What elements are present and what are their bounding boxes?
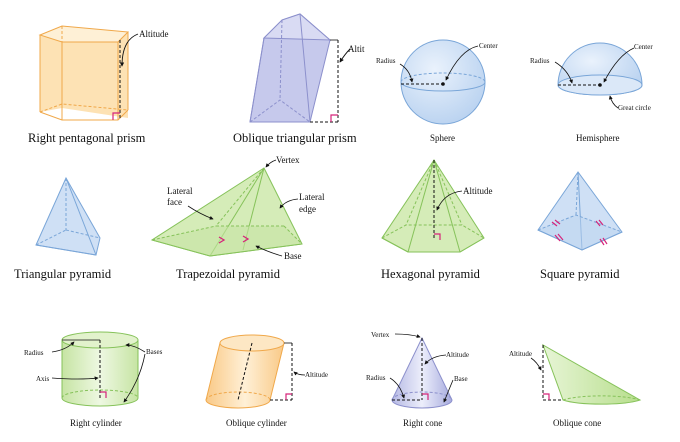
caption-oblique-triangular-prism: Oblique triangular prism [233,131,357,146]
altitude-label: Altitude [139,29,169,39]
vertex-label: Vertex [371,331,390,339]
caption-right-cone: Right cone [403,418,442,428]
radius-label: Radius [366,374,386,382]
lateral-edge-label-1: Lateral [299,192,325,202]
right-cone: Vertex Altitude Radius Base [366,331,469,408]
lateral-edge-label-2: edge [299,204,316,214]
altitude-label: Altitude [463,186,493,196]
caption-oblique-cone: Oblique cone [553,418,601,428]
square-pyramid [538,172,622,250]
caption-right-cylinder: Right cylinder [70,418,122,428]
radius-label: Radius [530,57,550,65]
vertex-label: Vertex [276,155,300,165]
caption-sphere: Sphere [430,133,455,143]
caption-oblique-cylinder: Oblique cylinder [226,418,287,428]
altit-label: Altit [348,44,365,54]
axis-label: Axis [36,375,50,383]
right-cylinder: Radius Axis Bases [24,332,163,406]
right-pentagonal-prism: Altitude [40,26,169,120]
base-label: Base [454,375,468,383]
triangular-pyramid [36,178,100,255]
oblique-cylinder: Altitude [206,335,328,408]
base-label: Base [284,251,302,261]
caption-hexagonal-pyramid: Hexagonal pyramid [381,267,480,282]
caption-triangular-pyramid: Triangular pyramid [14,267,111,282]
caption-trapezoidal-pyramid: Trapezoidal pyramid [176,267,280,282]
oblique-triangular-prism: Altit [250,14,365,122]
caption-square-pyramid: Square pyramid [540,267,620,282]
lateral-face-label-2: face [167,197,182,207]
radius-label: Radius [24,349,44,357]
hemisphere: Radius Center Great circle [530,43,653,112]
center-label: Center [634,43,653,51]
sphere: Radius Center [376,40,498,124]
altitude-label: Altitude [446,351,469,359]
caption-hemisphere: Hemisphere [576,133,619,143]
bases-label: Bases [146,348,163,356]
radius-label: Radius [376,57,396,65]
trapezoidal-pyramid: Vertex Lateral face Lateral edge Base [152,155,325,261]
altitude-label: Altitude [509,350,532,358]
oblique-cone: Altitude [509,345,640,404]
lateral-face-label-1: Lateral [167,186,193,196]
great-circle-label: Great circle [618,104,651,112]
hexagonal-pyramid: Altitude [382,160,493,252]
center-label: Center [479,42,498,50]
altitude-label: Altitude [305,371,328,379]
caption-right-pentagonal-prism: Right pentagonal prism [28,131,145,146]
